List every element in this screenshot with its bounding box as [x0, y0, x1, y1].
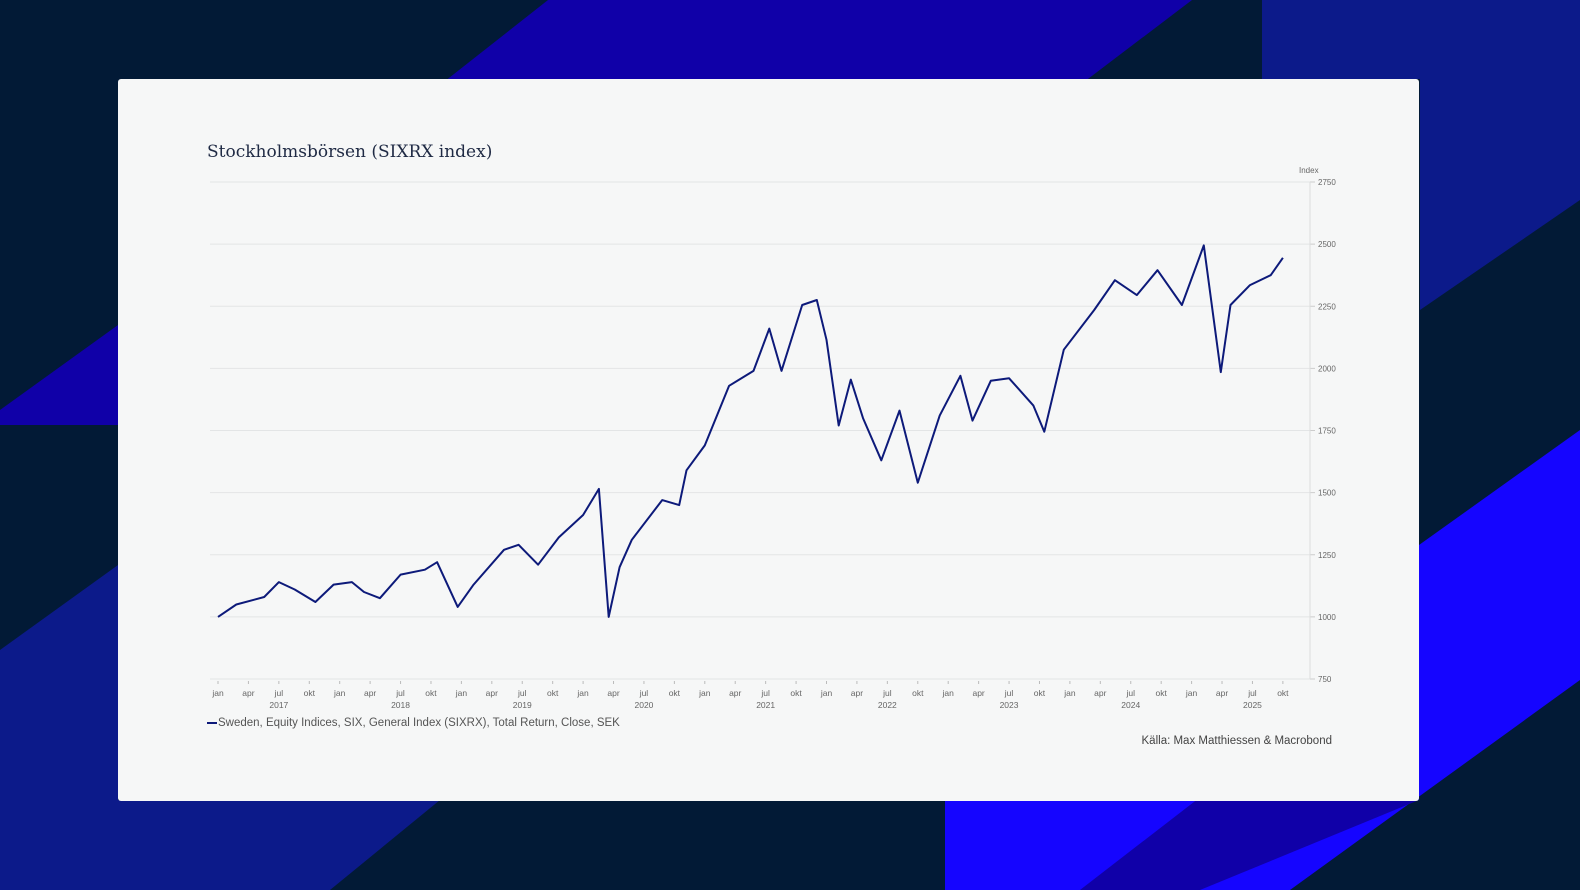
chart-card	[118, 79, 1419, 801]
x-tick-label: okt	[1034, 688, 1046, 698]
x-tick-label: okt	[547, 688, 559, 698]
legend-label: Sweden, Equity Indices, SIX, General Ind…	[218, 717, 620, 729]
y-tick-label: 2000	[1318, 364, 1336, 373]
x-year-label: 2018	[391, 700, 410, 710]
source-note: Källa: Max Matthiessen & Macrobond	[1141, 735, 1332, 747]
y-tick-label: 1500	[1318, 489, 1336, 498]
x-tick-label: jan	[211, 688, 224, 698]
x-tick-label: jan	[698, 688, 711, 698]
y-tick-label: 2250	[1318, 302, 1336, 311]
legend-swatch	[207, 722, 217, 724]
x-tick-label: jul	[1247, 688, 1257, 698]
x-tick-label: jan	[576, 688, 589, 698]
x-tick-label: jan	[942, 688, 955, 698]
x-year-label: 2019	[513, 700, 532, 710]
x-year-label: 2023	[1000, 700, 1019, 710]
x-tick-label: apr	[607, 688, 619, 698]
x-tick-label: jan	[1185, 688, 1198, 698]
x-tick-label: apr	[242, 688, 254, 698]
x-year-label: 2024	[1121, 700, 1140, 710]
bg-band-top-right	[1262, 0, 1580, 310]
y-tick-label: 2500	[1318, 240, 1336, 249]
x-tick-label: apr	[1216, 688, 1228, 698]
bg-band-top	[440, 0, 1192, 85]
x-tick-label: jul	[1125, 688, 1135, 698]
x-tick-label: jul	[274, 688, 284, 698]
x-tick-label: jan	[333, 688, 346, 698]
y-tick-label: 1750	[1318, 427, 1336, 436]
bg-band-bottom-right	[945, 430, 1580, 890]
x-tick-label: okt	[790, 688, 802, 698]
x-tick-label: jul	[639, 688, 649, 698]
x-year-label: 2020	[634, 700, 653, 710]
chart-title: Stockholmsbörsen (SIXRX index)	[207, 142, 493, 162]
x-tick-label: jan	[1063, 688, 1076, 698]
y-tick-label: 2750	[1318, 178, 1336, 187]
x-tick-label: jul	[395, 688, 405, 698]
x-year-label: 2021	[756, 700, 775, 710]
y-axis-label: Index	[1299, 166, 1319, 175]
x-year-label: 2022	[878, 700, 897, 710]
x-tick-label: okt	[304, 688, 316, 698]
series-line-sixrx	[217, 244, 1284, 618]
x-tick-label: okt	[669, 688, 681, 698]
y-tick-label: 1250	[1318, 551, 1336, 560]
y-tick-label: 750	[1318, 675, 1332, 684]
x-tick-label: apr	[729, 688, 741, 698]
bg-band-left	[0, 325, 118, 425]
x-tick-label: apr	[486, 688, 498, 698]
bg-band-bottom-left	[0, 565, 440, 890]
x-year-label: 2025	[1243, 700, 1262, 710]
y-tick-label: 1000	[1318, 613, 1336, 622]
x-tick-label: okt	[912, 688, 924, 698]
x-tick-label: jul	[882, 688, 892, 698]
x-tick-label: okt	[1156, 688, 1168, 698]
x-tick-label: apr	[364, 688, 376, 698]
x-tick-label: apr	[1094, 688, 1106, 698]
x-year-label: 2017	[269, 700, 288, 710]
x-tick-label: jan	[455, 688, 468, 698]
x-tick-label: okt	[425, 688, 437, 698]
x-tick-label: okt	[1277, 688, 1289, 698]
x-tick-label: jan	[820, 688, 833, 698]
x-tick-label: jul	[517, 688, 527, 698]
x-tick-label: apr	[972, 688, 984, 698]
legend: Sweden, Equity Indices, SIX, General Ind…	[207, 717, 620, 729]
x-tick-label: apr	[851, 688, 863, 698]
x-tick-label: jul	[1004, 688, 1014, 698]
x-tick-label: jul	[760, 688, 770, 698]
